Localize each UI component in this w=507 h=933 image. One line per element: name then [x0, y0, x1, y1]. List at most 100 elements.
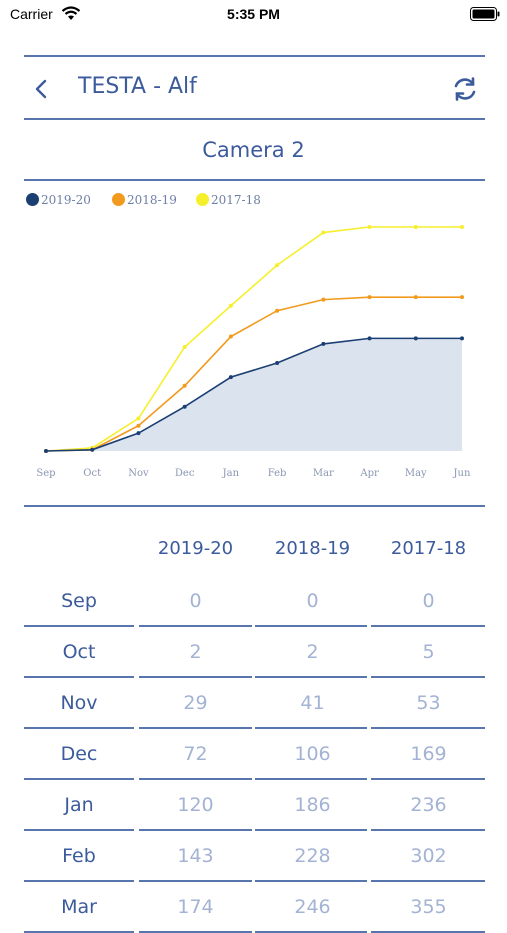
data-point — [413, 225, 418, 229]
row-divider — [371, 829, 485, 831]
x-tick-label: Nov — [128, 468, 149, 479]
data-point — [228, 334, 233, 339]
legend-dot — [26, 193, 39, 206]
value-cell: 41 — [300, 692, 325, 714]
page-title: TESTA - Alf — [78, 74, 197, 99]
table-row: Feb 143 228 302 — [24, 831, 485, 882]
x-tick-label: Mar — [313, 468, 334, 479]
legend-item-2019-20: 2019-20 — [26, 193, 91, 207]
value-cell: 5 — [422, 641, 435, 663]
data-point — [136, 431, 141, 436]
value-cell: 2 — [189, 641, 202, 663]
legend-label: 2019-20 — [41, 193, 91, 207]
value-cell: 120 — [177, 794, 214, 816]
data-point — [136, 423, 141, 428]
value-cell: 228 — [294, 845, 331, 867]
column-header: 2018-19 — [274, 538, 351, 559]
value-cell: 0 — [189, 590, 202, 612]
line-chart: Sep Oct Nov Dec Jan Feb Mar Apr May Jun — [36, 225, 471, 479]
data-point — [275, 263, 280, 268]
row-divider — [24, 625, 134, 627]
row-divider — [24, 676, 134, 678]
data-point — [182, 345, 187, 349]
wifi-icon — [61, 6, 81, 20]
header-top-divider — [24, 55, 485, 57]
status-bar: Carrier 5:35 PM — [0, 0, 507, 30]
x-tick-label: Sep — [36, 468, 55, 479]
data-point — [275, 361, 280, 365]
value-cell: 355 — [410, 896, 447, 918]
value-cell: 302 — [410, 845, 447, 867]
row-divider — [371, 880, 485, 882]
row-divider — [255, 625, 367, 627]
row-divider — [24, 727, 134, 729]
month-cell: Mar — [61, 896, 97, 918]
x-tick-label: Oct — [83, 468, 101, 479]
series-area — [46, 338, 462, 451]
back-button[interactable] — [30, 76, 54, 102]
data-point — [367, 336, 372, 341]
subtitle-divider — [24, 179, 485, 181]
month-cell: Oct — [62, 641, 96, 663]
row-divider — [255, 778, 367, 780]
column-header: 2017-18 — [390, 538, 467, 559]
legend-label: 2018-19 — [127, 193, 177, 207]
table-header: 2019-20 2018-19 2017-18 — [24, 520, 485, 576]
data-point — [460, 336, 464, 341]
battery-icon — [470, 7, 500, 21]
data-point — [182, 383, 187, 388]
row-divider — [371, 727, 485, 729]
month-cell: Jan — [64, 794, 94, 816]
row-divider — [371, 625, 485, 627]
series-line — [45, 296, 462, 452]
data-point — [182, 404, 187, 409]
chevron-left-icon — [35, 79, 47, 99]
value-cell: 2 — [306, 641, 319, 663]
column-header: 2019-20 — [157, 538, 234, 559]
table-row: Mar 174 246 355 — [24, 882, 485, 933]
row-divider — [371, 676, 485, 678]
header-bottom-divider — [24, 118, 485, 120]
value-cell: 0 — [422, 590, 435, 612]
series-line — [45, 337, 462, 452]
x-tick-label: Dec — [175, 468, 195, 479]
legend-dot — [196, 193, 209, 206]
value-cell: 236 — [410, 794, 447, 816]
chart-bottom-divider — [24, 505, 485, 507]
data-point — [321, 230, 326, 235]
refresh-icon — [454, 77, 476, 101]
row-divider — [139, 625, 252, 627]
row-divider — [371, 778, 485, 780]
legend-label: 2017-18 — [211, 193, 261, 207]
month-cell: Dec — [60, 743, 98, 765]
x-tick-label: Jun — [453, 468, 471, 479]
row-divider — [255, 676, 367, 678]
row-divider — [24, 880, 134, 882]
data-point — [228, 303, 233, 308]
data-point — [90, 447, 95, 452]
carrier-label: Carrier — [10, 6, 53, 22]
data-point — [44, 449, 48, 453]
value-cell: 106 — [294, 743, 331, 765]
row-divider — [255, 727, 367, 729]
value-cell: 186 — [294, 794, 331, 816]
value-cell: 169 — [410, 743, 447, 765]
legend-item-2018-19: 2018-19 — [112, 193, 177, 207]
data-point — [321, 297, 326, 302]
x-tick-label: Jan — [222, 468, 240, 479]
data-point — [275, 308, 280, 313]
row-divider — [255, 829, 367, 831]
row-divider — [24, 829, 134, 831]
data-point — [460, 225, 464, 229]
data-point — [460, 295, 464, 300]
refresh-button[interactable] — [450, 74, 480, 104]
table-row: Jan 120 186 236 — [24, 780, 485, 831]
row-divider — [139, 829, 252, 831]
month-cell: Nov — [60, 692, 98, 714]
row-divider — [255, 880, 367, 882]
value-cell: 246 — [294, 896, 331, 918]
data-point — [367, 295, 372, 300]
month-cell: Sep — [61, 590, 97, 612]
table-row: Sep 0 0 0 — [24, 576, 485, 627]
table-row: Dec 72 106 169 — [24, 729, 485, 780]
